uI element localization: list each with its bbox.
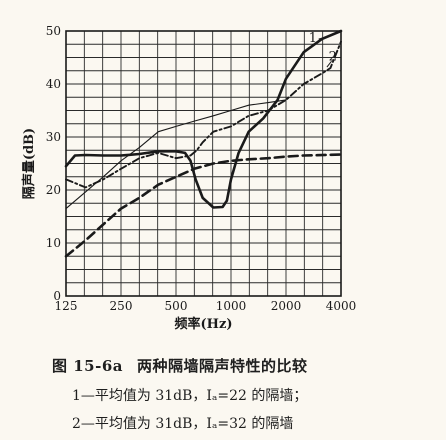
series-1-leader	[318, 36, 326, 40]
series-2-leader	[326, 60, 332, 68]
x-tick-label: 2000	[271, 299, 302, 313]
tick-labels: 125 250 500 1000 2000 4000 0 10 20 30 40 50	[46, 24, 357, 313]
grid	[66, 31, 341, 296]
series-line-3	[64, 153, 343, 258]
y-tick-label: 30	[46, 130, 61, 144]
figure-caption: 图 15-6a 两种隔墙隔声特性的比较	[52, 355, 446, 376]
x-tick-label: 125	[55, 299, 78, 313]
x-tick-label: 500	[165, 299, 188, 313]
figure-title: 两种隔墙隔声特性的比较	[136, 357, 308, 375]
y-tick-label: 10	[46, 236, 61, 250]
x-tick-label: 4000	[326, 299, 357, 313]
series-2-label: 2	[329, 50, 337, 65]
series-1-label: 1	[309, 31, 317, 46]
y-tick-label: 50	[46, 24, 61, 38]
y-tick-label: 40	[46, 77, 61, 91]
x-axis-label: 频率(Hz)	[175, 316, 233, 332]
series-line-2	[65, 40, 342, 189]
plot-frame	[65, 30, 342, 297]
y-tick-label: 20	[46, 183, 61, 197]
series-line-1	[64, 29, 343, 209]
figure-number: 图 15-6a	[52, 357, 123, 375]
caption-note-1: 1—平均值为 31dB，Iₐ=22 的隔墙；	[72, 388, 308, 404]
y-axis-label: 隔声量(dB)	[21, 128, 37, 199]
series-lines	[64, 29, 343, 258]
y-tick-label: 0	[53, 289, 61, 303]
x-tick-label: 250	[110, 299, 133, 313]
chart: 125 250 500 1000 2000 4000 0 10 20 30 40 50 1 2 隔声量…	[21, 24, 357, 332]
caption-note-2: 2—平均值为 31dB，Iₐ=32 的隔墙	[72, 416, 294, 432]
series-line-4	[65, 99, 287, 210]
x-tick-label: 1000	[216, 299, 247, 313]
